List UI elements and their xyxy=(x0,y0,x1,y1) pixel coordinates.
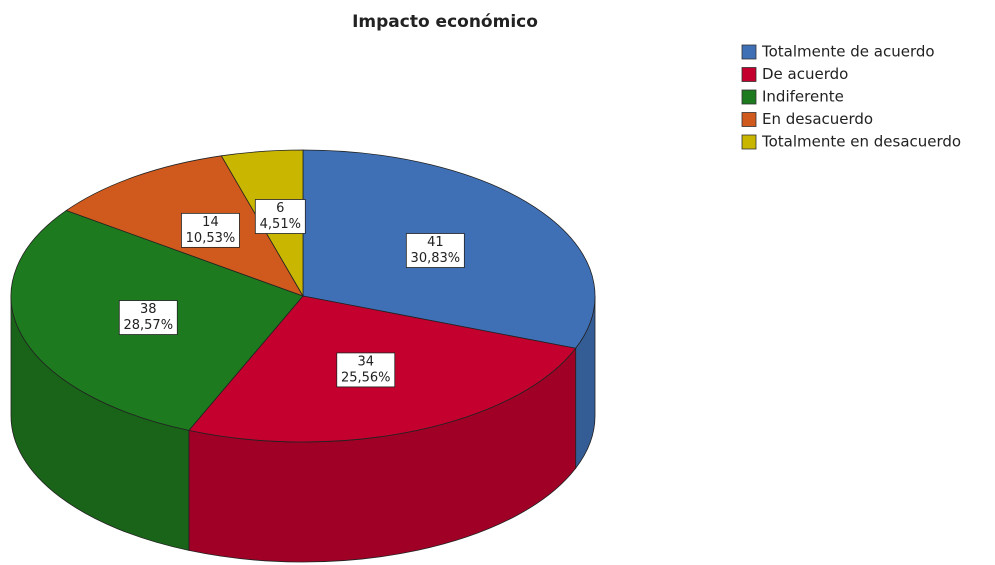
legend-swatch xyxy=(741,89,757,105)
data-label-box xyxy=(181,212,240,248)
legend-label: En desacuerdo xyxy=(762,110,873,128)
legend-swatch xyxy=(741,112,757,127)
data-label-percent: 4,51% xyxy=(260,217,301,232)
legend-label: Totalmente en desacuerdo xyxy=(761,133,961,151)
legend-swatch xyxy=(741,134,757,150)
data-label-percent: 28,57% xyxy=(123,318,173,333)
data-label-box xyxy=(254,199,306,234)
data-label-count: 41 xyxy=(427,235,444,250)
data-label-count: 34 xyxy=(357,354,374,369)
data-label-count: 14 xyxy=(202,215,219,230)
data-label-count: 6 xyxy=(276,201,284,216)
chart-title: Impacto económico xyxy=(352,12,538,32)
data-label-count: 38 xyxy=(140,302,157,317)
legend-label: Totalmente de acuerdo xyxy=(761,43,935,61)
data-label-percent: 30,83% xyxy=(411,251,461,266)
legend-label: De acuerdo xyxy=(762,65,848,83)
data-label-box xyxy=(336,352,396,388)
data-label-box xyxy=(118,300,178,335)
data-label-percent: 10,53% xyxy=(186,231,236,246)
data-label-percent: 25,56% xyxy=(341,370,391,385)
legend-swatch xyxy=(741,44,757,60)
legend-label: Indiferente xyxy=(762,88,844,106)
data-label-box xyxy=(405,233,465,268)
legend-swatch xyxy=(741,67,757,82)
